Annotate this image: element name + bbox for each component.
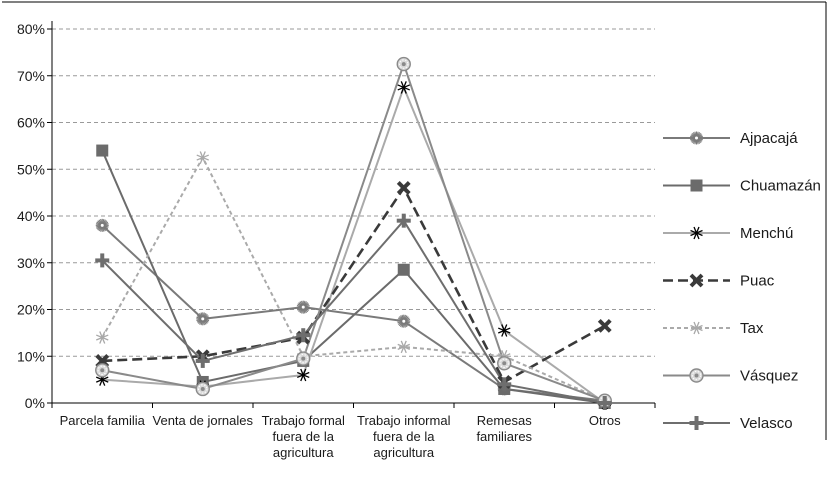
data-point-2-4 — [497, 324, 511, 337]
x-tick-label: Remesas — [477, 413, 532, 428]
series-line-5 — [102, 63, 606, 402]
y-tick-label: 0% — [25, 395, 45, 411]
legend-marker — [690, 131, 703, 145]
legend-item: Ajpacajá — [663, 130, 798, 147]
legend-label: Chuamazán — [740, 178, 821, 195]
data-point-5-1 — [195, 381, 210, 397]
data-point-3-3 — [396, 181, 411, 195]
data-point-1-0 — [96, 144, 109, 157]
series-line-2 — [102, 86, 606, 404]
legend-item: Menchú — [663, 225, 793, 242]
y-tick-label: 50% — [17, 161, 45, 177]
legend-label: Tax — [740, 320, 764, 337]
legend: Ajpacajá Chuamazán Menchú Puac Tax Vásquez Vel… — [663, 130, 821, 432]
data-point-2-2 — [296, 368, 310, 382]
series-lines — [101, 63, 606, 404]
data-point-0-0 — [95, 218, 109, 232]
x-tick-label: fuera de la — [373, 429, 435, 444]
x-tick-label: Parcela familia — [60, 413, 146, 428]
x-tick-label: fuera de la — [273, 429, 335, 444]
data-point-6-1 — [195, 353, 210, 368]
legend-label: Menchú — [740, 225, 793, 242]
data-point-6-5 — [597, 396, 612, 410]
x-tick-label: Venta de jornales — [153, 413, 254, 428]
legend-item: Tax — [663, 320, 764, 337]
series-line-3 — [102, 186, 606, 384]
data-point-0-2 — [296, 300, 310, 314]
legend-marker — [689, 368, 704, 383]
data-point-4-3 — [397, 340, 411, 354]
data-point-3-5 — [597, 318, 612, 333]
y-tick-label: 10% — [17, 348, 45, 364]
data-point-4-1 — [196, 151, 210, 164]
x-tick-label: Otros — [589, 413, 621, 428]
axes: 0% 10% 20% 30% 40% 50% 60% 70% 80% Parcela famili… — [2, 1, 827, 460]
y-tick-label: 30% — [17, 255, 45, 271]
data-point-6-3 — [396, 213, 411, 228]
y-tick-label: 80% — [17, 21, 45, 37]
data-point-6-4 — [497, 377, 512, 392]
data-point-6-2 — [296, 328, 311, 343]
legend-item: Chuamazán — [663, 178, 821, 195]
x-tick-label: agricultura — [373, 445, 434, 460]
legend-marker — [690, 321, 703, 335]
series-line-4 — [101, 156, 606, 402]
data-point-5-3 — [396, 56, 411, 72]
data-point-0-1 — [196, 312, 210, 326]
series-line-6 — [101, 219, 605, 404]
x-tick-label: Trabajo formal — [262, 413, 345, 428]
legend-marker — [690, 179, 703, 192]
legend-label: Puac — [740, 273, 775, 290]
data-point-2-3 — [397, 81, 411, 94]
data-point-6-0 — [95, 253, 110, 268]
series-markers — [95, 56, 612, 410]
x-tick-label: Trabajo informal — [357, 413, 451, 428]
y-tick-label: 70% — [17, 68, 45, 84]
data-point-0-3 — [397, 314, 411, 328]
legend-marker — [690, 226, 703, 240]
y-tick-label: 20% — [17, 302, 45, 318]
gridlines — [52, 28, 655, 357]
data-point-5-2 — [296, 351, 311, 366]
x-tick-label: agricultura — [273, 445, 334, 460]
data-point-1-3 — [397, 263, 410, 276]
y-tick-label: 40% — [17, 208, 45, 224]
data-point-4-0 — [95, 331, 109, 344]
series-line-0 — [101, 224, 605, 402]
y-tick-label: 60% — [17, 115, 45, 131]
data-point-5-0 — [95, 363, 110, 378]
legend-label: Vásquez — [740, 368, 798, 385]
legend-item: Velasco — [663, 415, 793, 432]
x-tick-label: familiares — [476, 429, 532, 444]
data-point-5-4 — [497, 356, 512, 371]
legend-label: Velasco — [740, 415, 793, 432]
legend-marker — [689, 273, 704, 288]
legend-item: Vásquez — [663, 368, 798, 385]
legend-marker — [689, 416, 704, 430]
legend-label: Ajpacajá — [740, 130, 798, 147]
legend-item: Puac — [663, 273, 775, 290]
